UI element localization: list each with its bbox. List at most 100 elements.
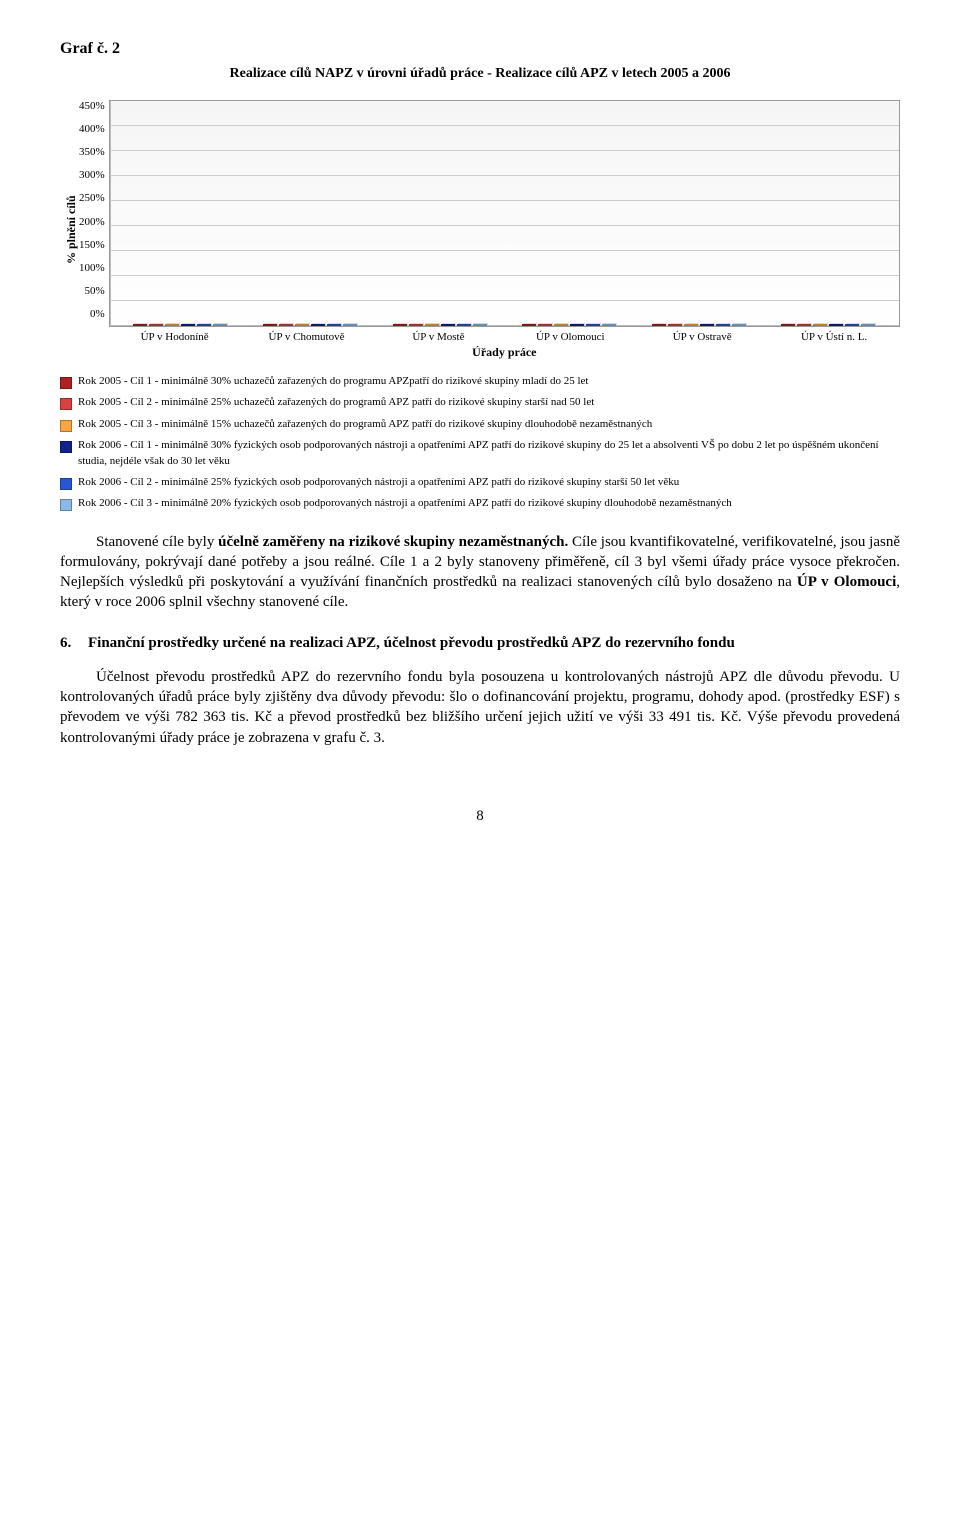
- legend-item: Rok 2005 - Cíl 2 - minimálně 25% uchazeč…: [60, 395, 900, 410]
- figure-label: Graf č. 2: [60, 40, 900, 58]
- legend-swatch: [60, 441, 72, 453]
- bar: [797, 324, 811, 326]
- y-tick: 250%: [79, 192, 105, 204]
- legend-item: Rok 2006 - Cíl 2 - minimálně 25% fyzický…: [60, 475, 900, 490]
- legend-label: Rok 2005 - Cíl 2 - minimálně 25% uchazeč…: [78, 395, 900, 410]
- legend-item: Rok 2006 - Cíl 1 - minimálně 30% fyzický…: [60, 438, 900, 469]
- bar-group: [245, 324, 375, 326]
- x-tick: ÚP v Olomouci: [504, 331, 636, 343]
- chart-container: Realizace cílů NAPZ v úrovni úřadů práce…: [60, 66, 900, 512]
- bar: [716, 324, 730, 326]
- bar: [684, 324, 698, 326]
- gridline: [110, 275, 899, 276]
- gridline: [110, 125, 899, 126]
- legend-item: Rok 2005 - Cíl 3 - minimálně 15% uchazeč…: [60, 417, 900, 432]
- section-heading: 6. Finanční prostředky určené na realiza…: [60, 633, 900, 653]
- bar: [457, 324, 471, 326]
- x-axis-label: Úřady práce: [109, 345, 900, 360]
- section-number: 6.: [60, 633, 88, 653]
- plot-wrap: ÚP v HodoníněÚP v ChomutověÚP v MostěÚP …: [109, 100, 900, 360]
- bar: [279, 324, 293, 326]
- y-axis-label: % plnění cílů: [60, 100, 79, 360]
- chart-title: Realizace cílů NAPZ v úrovni úřadů práce…: [60, 66, 900, 82]
- bar: [652, 324, 666, 326]
- section-title: Finanční prostředky určené na realizaci …: [88, 633, 900, 653]
- bar-group: [763, 324, 893, 326]
- bar: [700, 324, 714, 326]
- bar: [473, 324, 487, 326]
- y-tick: 400%: [79, 123, 105, 135]
- legend-swatch: [60, 420, 72, 432]
- bar: [343, 324, 357, 326]
- bar: [327, 324, 341, 326]
- x-tick: ÚP v Ostravě: [636, 331, 768, 343]
- x-tick: ÚP v Mostě: [372, 331, 504, 343]
- bar: [861, 324, 875, 326]
- bar: [181, 324, 195, 326]
- bar: [393, 324, 407, 326]
- bar: [149, 324, 163, 326]
- bar: [586, 324, 600, 326]
- legend-swatch: [60, 499, 72, 511]
- gridline: [110, 300, 899, 301]
- bar: [409, 324, 423, 326]
- legend-label: Rok 2006 - Cíl 3 - minimálně 20% fyzický…: [78, 496, 900, 511]
- legend-label: Rok 2005 - Cíl 1 - minimálně 30% uchazeč…: [78, 374, 900, 389]
- bar: [813, 324, 827, 326]
- legend-swatch: [60, 478, 72, 490]
- plot: [109, 100, 900, 327]
- bar: [845, 324, 859, 326]
- legend-swatch: [60, 398, 72, 410]
- paragraph-1: Stanovené cíle byly účelně zaměřeny na r…: [60, 532, 900, 613]
- x-tick: ÚP v Ústí n. L.: [768, 331, 900, 343]
- bar: [732, 324, 746, 326]
- y-tick: 150%: [79, 239, 105, 251]
- bar: [263, 324, 277, 326]
- bar-group: [634, 324, 764, 326]
- gridline: [110, 200, 899, 201]
- y-tick: 100%: [79, 262, 105, 274]
- bar-group: [375, 324, 505, 326]
- bar: [295, 324, 309, 326]
- bar: [602, 324, 616, 326]
- bar: [165, 324, 179, 326]
- bar: [538, 324, 552, 326]
- y-tick: 450%: [79, 100, 105, 112]
- legend-item: Rok 2005 - Cíl 1 - minimálně 30% uchazeč…: [60, 374, 900, 389]
- x-tick: ÚP v Hodoníně: [109, 331, 241, 343]
- y-tick: 0%: [79, 308, 105, 320]
- y-tick: 200%: [79, 216, 105, 228]
- legend-item: Rok 2006 - Cíl 3 - minimálně 20% fyzický…: [60, 496, 900, 511]
- y-tick: 300%: [79, 169, 105, 181]
- bar-group: [116, 324, 246, 326]
- paragraph-2: Účelnost převodu prostředků APZ do rezer…: [60, 667, 900, 748]
- legend-label: Rok 2006 - Cíl 2 - minimálně 25% fyzický…: [78, 475, 900, 490]
- chart-area: % plnění cílů 450%400%350%300%250%200%15…: [60, 100, 900, 360]
- bar: [668, 324, 682, 326]
- gridline: [110, 175, 899, 176]
- bar: [133, 324, 147, 326]
- bar: [554, 324, 568, 326]
- chart-legend: Rok 2005 - Cíl 1 - minimálně 30% uchazeč…: [60, 374, 900, 512]
- bar-group: [504, 324, 634, 326]
- bar: [829, 324, 843, 326]
- y-axis: 450%400%350%300%250%200%150%100%50%0%: [79, 100, 109, 320]
- x-axis: ÚP v HodoníněÚP v ChomutověÚP v MostěÚP …: [109, 331, 900, 343]
- bar: [781, 324, 795, 326]
- bar: [311, 324, 325, 326]
- bar: [425, 324, 439, 326]
- x-tick: ÚP v Chomutově: [241, 331, 373, 343]
- gridline: [110, 100, 899, 101]
- legend-label: Rok 2005 - Cíl 3 - minimálně 15% uchazeč…: [78, 417, 900, 432]
- bar: [570, 324, 584, 326]
- gridline: [110, 150, 899, 151]
- y-tick: 50%: [79, 285, 105, 297]
- gridline: [110, 250, 899, 251]
- legend-swatch: [60, 377, 72, 389]
- legend-label: Rok 2006 - Cíl 1 - minimálně 30% fyzický…: [78, 438, 900, 469]
- gridline: [110, 225, 899, 226]
- bar: [522, 324, 536, 326]
- page-number: 8: [60, 808, 900, 825]
- plot-walls: [110, 101, 899, 326]
- bar: [197, 324, 211, 326]
